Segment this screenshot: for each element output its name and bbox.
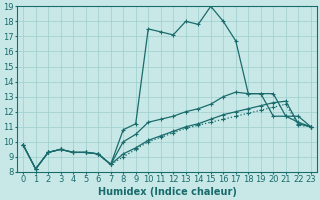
X-axis label: Humidex (Indice chaleur): Humidex (Indice chaleur) — [98, 187, 236, 197]
